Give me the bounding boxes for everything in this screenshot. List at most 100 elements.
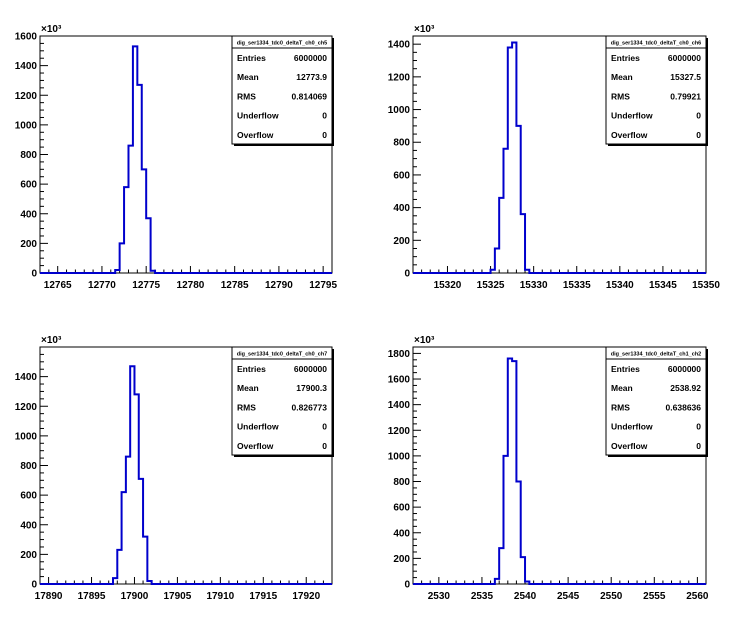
stats-row-label: Entries [611,364,640,374]
stats-row-value: 15327.5 [670,72,701,82]
stats-row-value: 0 [696,130,701,140]
histogram-bin [137,85,141,273]
y-tick-label: 400 [20,520,37,531]
y-tick-label: 200 [20,239,37,250]
y-tick-label: 1600 [388,375,411,386]
y-tick-label: 1400 [388,400,411,411]
stats-row-value: 0 [696,441,701,451]
x-tick-label: 15330 [520,280,548,291]
x-tick-label: 15340 [606,280,634,291]
y-tick-label: 800 [393,477,410,488]
stats-row-value: 17900.3 [296,383,327,393]
stats-row-label: Mean [611,383,633,393]
y-tick-label: 200 [393,554,410,565]
histogram-bin [128,146,132,273]
stats-row-label: Overflow [237,441,274,451]
histogram-bin [512,43,516,273]
histogram-bin [146,218,150,273]
stats-box [605,346,707,456]
histogram-bin [495,579,499,584]
x-tick-label: 2530 [428,591,451,602]
histogram-bin [115,270,119,273]
y-tick-label: 0 [31,269,37,280]
x-tick-label: 12780 [177,280,205,291]
x-tick-label: 17910 [206,591,234,602]
y-tick-label: 800 [393,138,410,149]
histogram-bin [151,271,155,273]
histogram-bin [525,270,529,273]
histogram-bin [133,46,137,273]
stats-row-value: 6000000 [294,53,327,63]
stats-box-shadow [608,455,708,457]
stats-box [231,346,333,456]
stats-row-label: Overflow [611,130,648,140]
histogram-bin [117,550,121,584]
stats-row-label: RMS [611,91,630,101]
x-tick-label: 17915 [249,591,277,602]
stats-box-shadow [234,455,334,457]
histogram-series-line [40,365,332,585]
histogram-bin [525,581,529,584]
y-tick-label: 400 [393,528,410,539]
y-tick-label: 1200 [388,426,411,437]
histogram-bin [516,126,520,273]
stats-row-label: Mean [237,383,259,393]
histogram-bin [508,359,512,584]
stats-box-shadow [706,349,708,457]
x-tick-label: 2535 [471,591,494,602]
histogram-bin [503,149,507,273]
x-tick-label: 2555 [643,591,666,602]
stats-row-label: Overflow [237,130,274,140]
stats-row-label: Entries [237,53,266,63]
stats-row-value: 0 [322,422,327,432]
y-tick-label: 1000 [388,451,411,462]
stats-title: dig_ser1334_tdc0_deltaT_ch0_ch5 [237,41,328,47]
x-tick-label: 17920 [292,591,320,602]
stats-row-value: 0 [696,422,701,432]
stats-row-label: RMS [611,402,630,412]
y-tick-label: 600 [20,491,37,502]
x-tick-label: 15350 [692,280,720,291]
histogram-bin [143,537,147,584]
stats-row-value: 0.826773 [292,402,328,412]
histogram-bin [512,361,516,584]
x-tick-label: 2560 [686,591,709,602]
stats-row-label: Entries [237,364,266,374]
y-tick-label: 1400 [15,61,38,72]
y-tick-label: 400 [393,203,410,214]
stats-box [231,35,333,145]
x-tick-label: 12795 [309,280,337,291]
stats-title: dig_ser1334_tdc0_deltaT_ch1_ch2 [611,352,702,358]
stats-title: dig_ser1334_tdc0_deltaT_ch0_ch7 [237,352,328,358]
histogram-bin [134,394,138,584]
y-tick-label: 0 [31,580,37,591]
stats-row-value: 6000000 [668,364,701,374]
stats-row-value: 0 [322,111,327,121]
y-tick-label: 0 [404,269,410,280]
y-tick-label: 1400 [15,372,38,383]
stats-row-label: Underflow [611,111,653,121]
stats-row-label: Mean [611,72,633,82]
histogram-bin [142,169,146,273]
histogram-series-line [413,41,706,274]
y-tick-label: 1000 [15,120,38,131]
stats-row-label: RMS [237,91,256,101]
y-tick-label: 600 [20,180,37,191]
x-tick-label: 2545 [557,591,580,602]
stats-box-shadow [332,38,334,146]
histogram-bin [495,248,499,273]
stats-title: dig_ser1334_tdc0_deltaT_ch0_ch6 [611,41,702,47]
histogram-panel: 15320 15325 15330 15335 15340 15345 15350 0 200 4… [388,24,721,291]
histogram-series-line [40,45,332,274]
stats-box [605,35,707,145]
histogram-bin [139,479,143,584]
histogram-bin [147,581,151,584]
y-multiplier-label: ×10³ [41,335,62,346]
y-tick-label: 600 [393,503,410,514]
histogram-bin [126,457,130,584]
stats-row-label: Underflow [237,422,279,432]
x-tick-label: 17905 [164,591,192,602]
stats-row-label: Underflow [237,111,279,121]
stats-row-label: Mean [237,72,259,82]
